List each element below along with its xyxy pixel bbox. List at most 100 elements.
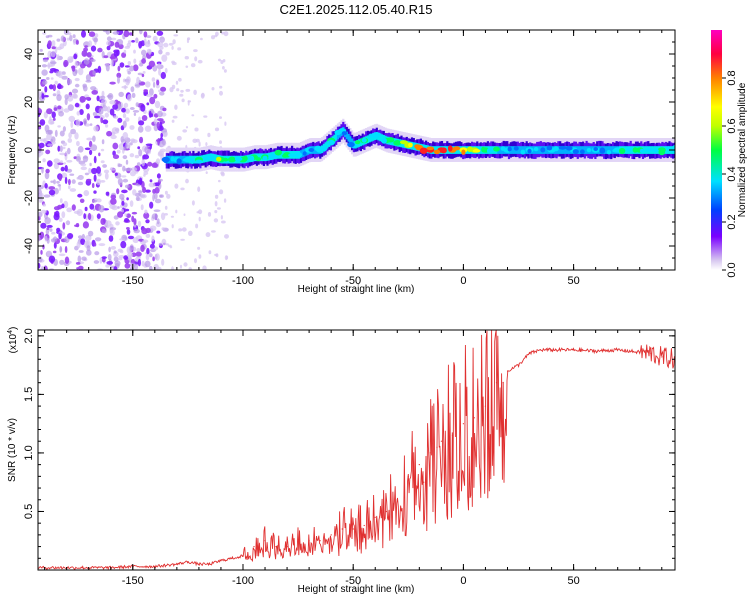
noise-speckle bbox=[164, 190, 168, 195]
noise-speckle bbox=[98, 107, 104, 115]
noise-speckle bbox=[124, 218, 130, 223]
noise-speckle bbox=[74, 69, 78, 74]
noise-speckle bbox=[56, 180, 60, 184]
trace-blob bbox=[400, 140, 408, 145]
noise-speckle bbox=[156, 30, 164, 36]
trace-blob bbox=[361, 137, 367, 143]
noise-speckle bbox=[71, 204, 76, 211]
noise-speckle bbox=[78, 250, 84, 253]
noise-speckle bbox=[122, 113, 127, 118]
trace-blob bbox=[242, 155, 248, 162]
noise-speckle bbox=[143, 169, 149, 173]
trace-core bbox=[314, 146, 317, 154]
snr-point bbox=[330, 534, 332, 536]
noise-speckle bbox=[171, 45, 174, 50]
snr-point bbox=[436, 446, 438, 448]
noise-speckle bbox=[89, 162, 92, 167]
trace-core bbox=[247, 154, 250, 163]
noise-speckle bbox=[59, 198, 63, 204]
noise-speckle bbox=[140, 244, 145, 252]
noise-speckle bbox=[92, 112, 97, 116]
noise-speckle bbox=[133, 112, 137, 117]
noise-speckle bbox=[142, 71, 146, 74]
noise-speckle bbox=[122, 178, 129, 183]
noise-speckle bbox=[158, 49, 163, 55]
noise-speckle bbox=[157, 178, 163, 182]
noise-speckle bbox=[112, 31, 120, 35]
x-tick-label: -100 bbox=[232, 575, 254, 587]
noise-speckle bbox=[107, 254, 112, 261]
noise-speckle bbox=[61, 203, 65, 209]
noise-speckle bbox=[143, 174, 146, 177]
noise-speckle bbox=[110, 246, 117, 250]
trace-blob bbox=[481, 146, 486, 153]
noise-speckle bbox=[90, 58, 96, 63]
trace-blob bbox=[255, 157, 261, 162]
noise-speckle bbox=[77, 146, 84, 153]
noise-speckle bbox=[159, 121, 163, 130]
noise-speckle bbox=[137, 125, 144, 133]
noise-speckle bbox=[83, 58, 90, 65]
noise-speckle bbox=[130, 86, 135, 93]
noise-speckle bbox=[51, 50, 56, 58]
noise-speckle bbox=[138, 120, 145, 126]
snr-point bbox=[176, 563, 178, 565]
noise-speckle bbox=[74, 102, 80, 108]
noise-speckle bbox=[43, 194, 51, 198]
y-tick-label: 2.0 bbox=[23, 328, 35, 343]
noise-speckle bbox=[83, 213, 87, 220]
noise-speckle bbox=[200, 37, 203, 41]
noise-speckle bbox=[50, 180, 54, 183]
noise-speckle bbox=[118, 257, 123, 261]
noise-speckle bbox=[169, 245, 173, 249]
trace-blob bbox=[572, 149, 579, 155]
noise-speckle bbox=[148, 110, 152, 118]
noise-speckle bbox=[64, 165, 68, 172]
noise-speckle bbox=[112, 154, 120, 159]
noise-speckle bbox=[66, 37, 70, 41]
noise-speckle bbox=[59, 245, 62, 253]
x-tick-label: -150 bbox=[122, 575, 144, 587]
trace-blob bbox=[467, 146, 473, 152]
noise-speckle bbox=[157, 110, 163, 118]
trace-core bbox=[559, 146, 562, 154]
trace-core bbox=[433, 146, 437, 154]
noise-speckle bbox=[48, 255, 56, 263]
trace-blob bbox=[586, 148, 592, 153]
snr-point bbox=[352, 528, 354, 530]
noise-speckle bbox=[193, 89, 197, 96]
snr-axes: -150 -100 -50 0 50 0.5 1.0 1.5 2.0 bbox=[23, 328, 675, 587]
noise-speckle bbox=[207, 132, 211, 138]
noise-speckle bbox=[51, 111, 56, 119]
noise-speckle bbox=[160, 71, 166, 80]
noise-speckle bbox=[51, 40, 56, 47]
snr-point bbox=[551, 349, 553, 351]
noise-speckle bbox=[84, 147, 91, 151]
noise-speckle bbox=[110, 194, 117, 200]
trace-core bbox=[280, 151, 283, 159]
noise-speckle bbox=[154, 100, 161, 109]
noise-speckle bbox=[44, 171, 50, 180]
trace-blob bbox=[558, 145, 567, 150]
trace-blob bbox=[268, 154, 275, 160]
noise-speckle bbox=[109, 229, 115, 236]
noise-speckle bbox=[71, 88, 79, 94]
trace-core bbox=[631, 146, 634, 154]
trace-blob bbox=[354, 140, 361, 145]
noise-speckle bbox=[155, 253, 160, 261]
noise-speckle bbox=[145, 189, 151, 193]
noise-speckle bbox=[158, 242, 163, 247]
noise-speckle bbox=[98, 205, 105, 213]
noise-speckle bbox=[159, 194, 164, 198]
noise-speckle bbox=[137, 258, 141, 267]
noise-speckle bbox=[83, 118, 88, 125]
noise-speckle bbox=[53, 242, 57, 249]
trace-core bbox=[585, 146, 588, 154]
noise-speckle bbox=[57, 162, 64, 166]
trace-blob bbox=[249, 155, 255, 162]
noise-speckle bbox=[92, 199, 97, 203]
noise-speckle bbox=[64, 94, 69, 100]
noise-speckle bbox=[117, 65, 121, 72]
noise-speckle bbox=[117, 211, 124, 218]
noise-speckle bbox=[153, 192, 158, 200]
